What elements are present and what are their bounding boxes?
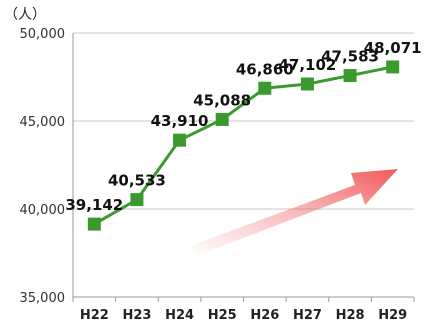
y-tick-label: 50,000 bbox=[20, 27, 66, 42]
data-labels: 39,142 40,533 43,910 45,088 46,86047,10247,5… bbox=[65, 39, 421, 214]
x-tick-label: H27 bbox=[293, 308, 322, 323]
data-point bbox=[87, 217, 101, 231]
x-tick-label: H29 bbox=[378, 308, 407, 323]
data-label: 46,860 bbox=[236, 60, 294, 78]
data-label: 47,583 bbox=[321, 48, 379, 66]
data-label: 43,910 bbox=[151, 112, 209, 130]
x-tick-label: H26 bbox=[250, 308, 279, 323]
data-point bbox=[258, 81, 272, 95]
x-tick-labels: H22 H23 H24 H25 H26 H27 H28 H29 bbox=[80, 308, 407, 323]
data-point bbox=[215, 112, 229, 126]
series-markers bbox=[87, 60, 400, 231]
trend-arrow bbox=[190, 169, 398, 256]
series-line-path bbox=[93, 65, 393, 226]
y-unit-label: （人） bbox=[4, 7, 46, 23]
series-line bbox=[93, 65, 393, 226]
data-point bbox=[130, 193, 144, 207]
x-tick-label: H22 bbox=[80, 308, 109, 323]
data-point bbox=[173, 133, 187, 147]
y-tick-label: 40,000 bbox=[20, 203, 66, 218]
x-tick-label: H24 bbox=[165, 308, 194, 323]
data-label: 40,533 bbox=[108, 172, 166, 190]
data-point bbox=[343, 69, 357, 83]
data-label: 48,071 bbox=[364, 39, 422, 57]
y-tick-label: 35,000 bbox=[20, 291, 66, 306]
x-tick-label: H28 bbox=[336, 308, 365, 323]
data-point bbox=[386, 60, 400, 74]
data-label: 45,088 bbox=[193, 91, 251, 109]
axes bbox=[72, 33, 415, 302]
y-tick-label: 45,000 bbox=[20, 115, 66, 130]
data-label: 39,142 bbox=[65, 196, 123, 214]
x-tick-label: H25 bbox=[208, 308, 237, 323]
x-tick-label: H23 bbox=[122, 308, 151, 323]
data-point bbox=[300, 77, 314, 91]
y-tick-labels: 35,000 40,000 45,000 50,000 bbox=[20, 27, 66, 306]
data-label: 47,102 bbox=[278, 56, 336, 74]
